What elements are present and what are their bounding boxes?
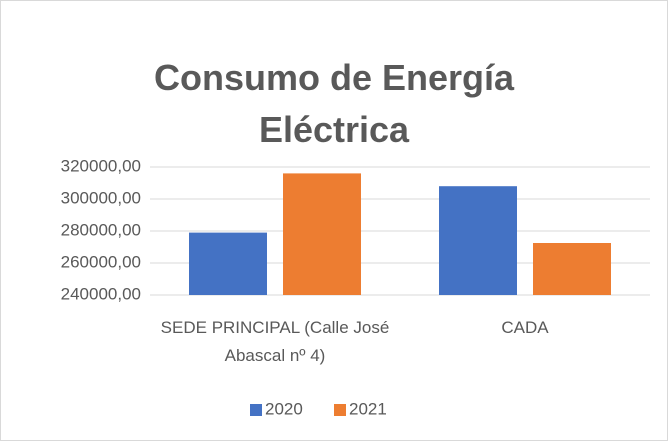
x-tick-label: CADA (501, 318, 549, 337)
legend-swatch (250, 404, 262, 416)
y-tick-label: 300000,00 (61, 188, 141, 207)
legend-label: 2021 (349, 399, 387, 418)
chart-title: Consumo de Energía Eléctrica (153, 57, 515, 150)
bar (189, 232, 267, 295)
bar (533, 243, 611, 295)
x-tick-label: SEDE PRINCIPAL (Calle José Abascal nº 4) (160, 318, 390, 365)
y-tick-label: 320000,00 (61, 156, 141, 175)
y-tick-label: 280000,00 (61, 220, 141, 239)
y-tick-label: 260000,00 (61, 252, 141, 271)
y-tick-label: 240000,00 (61, 284, 141, 303)
bar (283, 173, 361, 295)
legend-swatch (334, 404, 346, 416)
bar (439, 186, 517, 295)
legend-label: 2020 (265, 399, 303, 418)
